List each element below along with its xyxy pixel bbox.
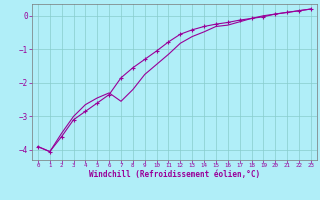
X-axis label: Windchill (Refroidissement éolien,°C): Windchill (Refroidissement éolien,°C)	[89, 170, 260, 179]
